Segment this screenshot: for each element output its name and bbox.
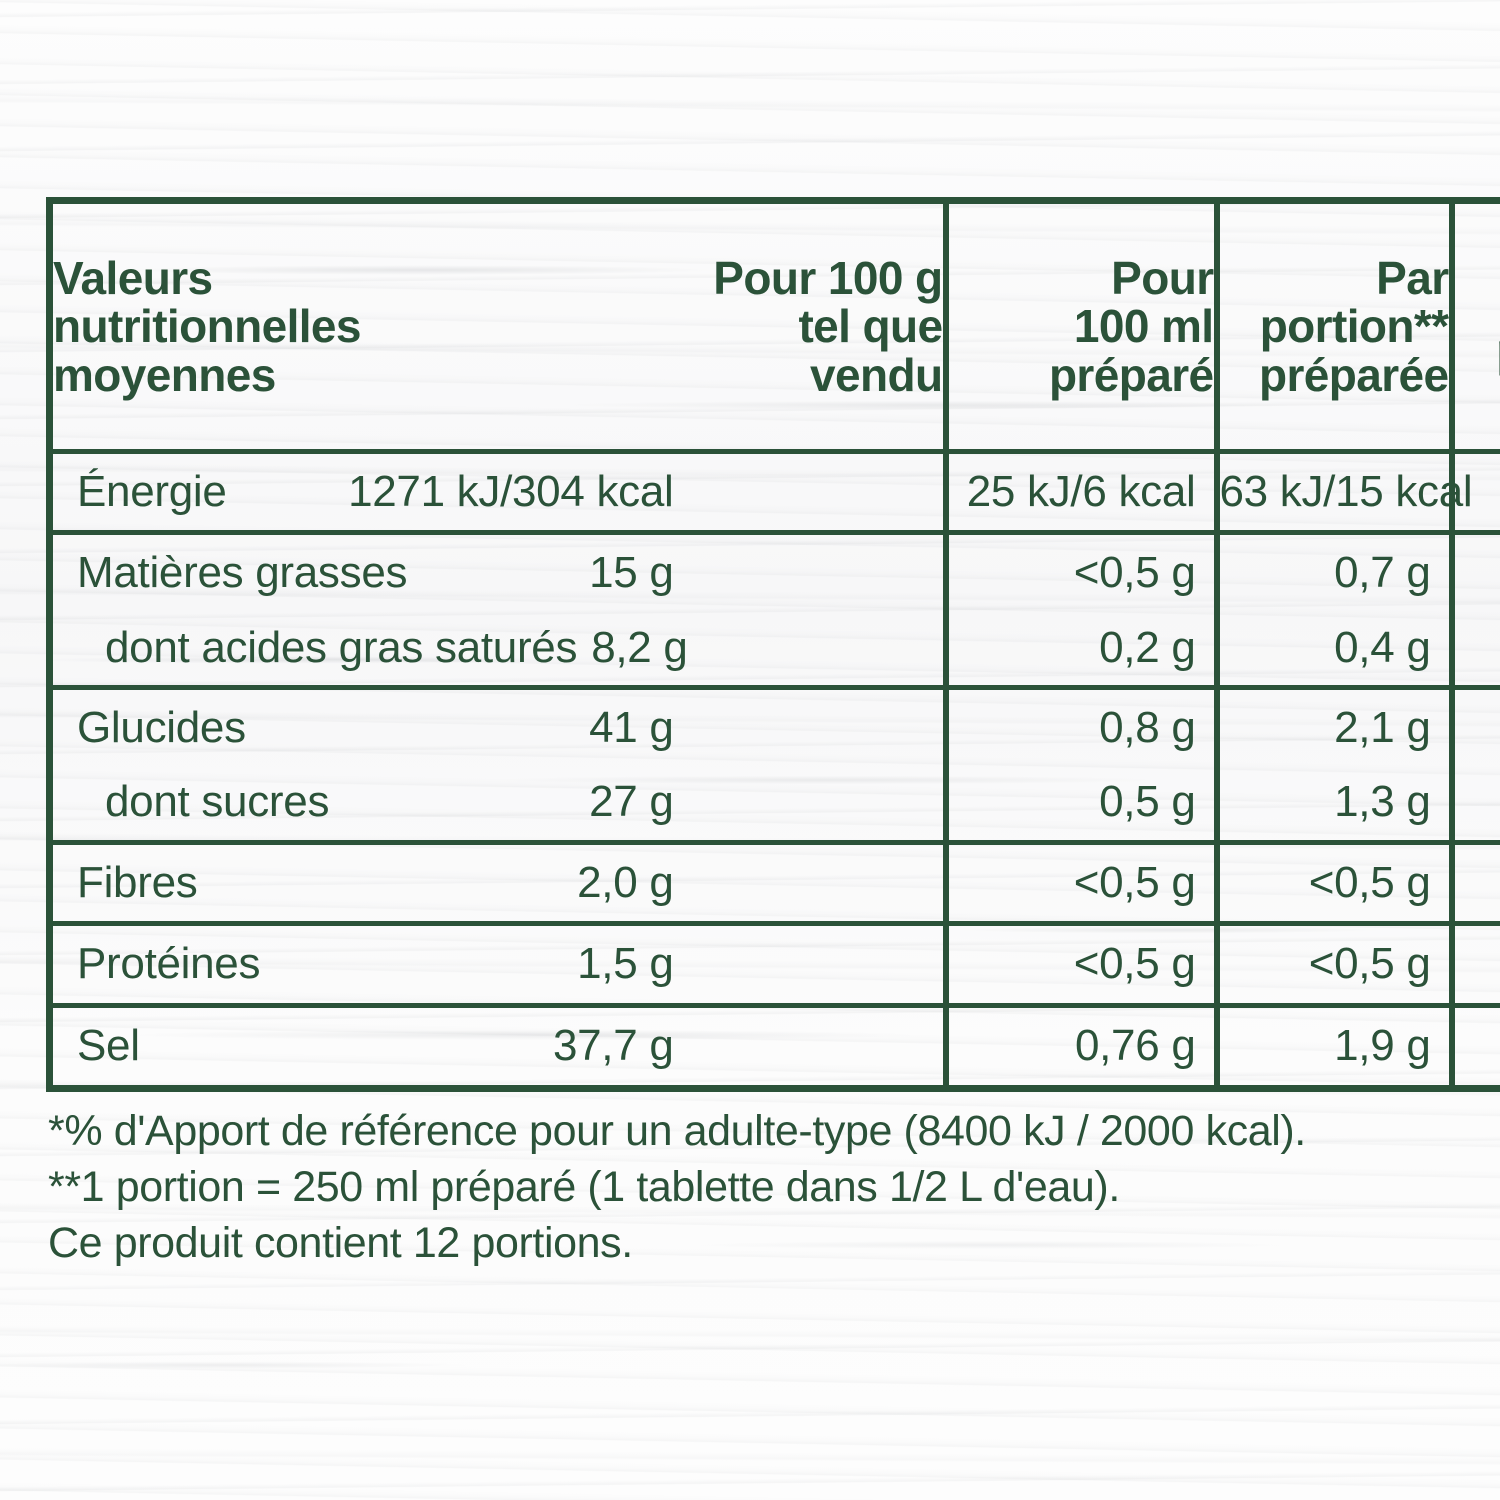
row-value-pct-portion: 1% xyxy=(1448,921,1500,1006)
row-sel-label-value: Sel 37,7 g xyxy=(49,1002,674,1089)
row-label: dont sucres xyxy=(105,777,330,827)
row-value-per-100g: 1271 kJ/304 kcal xyxy=(348,467,674,517)
header-per-100ml-line2: 100 ml xyxy=(1073,300,1214,353)
row-value-per-portion: 63 kJ/15 kcal xyxy=(1213,448,1473,533)
row-value-per-100g: 2,0 g xyxy=(577,858,674,907)
header-per-portion-line2: portion** xyxy=(1259,300,1449,353)
row-value-per-100ml: 0,5 g xyxy=(942,764,1217,843)
row-value-per-100g: 15 g xyxy=(589,547,674,597)
footnote-portions-count: Ce produit contient 12 portions. xyxy=(48,1218,633,1267)
row-value-pct-portion: 1% xyxy=(1448,530,1500,611)
row-value-per-portion: <0,5 g xyxy=(1213,839,1452,924)
row-energie-label-value: Énergie 1271 kJ/304 kcal xyxy=(49,448,674,533)
row-value-per-portion: 2,1 g xyxy=(1213,685,1452,765)
row-label: dont acides gras saturés xyxy=(105,622,578,672)
table-row: Protéines 1,5 g <0,5 g <0,5 g 1% xyxy=(49,921,1500,1006)
header-per-100g-line2: tel que xyxy=(798,300,943,353)
row-spacer xyxy=(673,530,946,611)
header-pct-portion-line1: %* par xyxy=(1455,278,1500,326)
row-value-pct-portion xyxy=(1448,839,1500,924)
footnote-reference-intake: *% d'Apport de référence pour un adulte-… xyxy=(48,1107,1306,1155)
table-row: Matières grasses 15 g <0,5 g 0,7 g 1% xyxy=(49,530,1500,611)
row-value-per-100g: 27 g xyxy=(589,777,674,827)
row-glucides-label-value: Glucides 41 g xyxy=(49,685,674,765)
row-value-per-100g: 41 g xyxy=(589,702,674,752)
row-proteines-label-value: Protéines 1,5 g xyxy=(49,921,674,1006)
header-cell-pct-portion: %* par portion** xyxy=(1448,200,1500,452)
footnote-portion-definition: **1 portion = 250 ml préparé (1 tablette… xyxy=(48,1162,1120,1211)
table-row: Fibres 2,0 g <0,5 g <0,5 g xyxy=(49,839,1500,924)
row-value-per-100ml: 0,76 g xyxy=(942,1002,1217,1089)
row-value-per-100ml: 25 kJ/6 kcal xyxy=(942,448,1217,533)
row-spacer xyxy=(674,610,946,687)
header-label-line3: moyennes xyxy=(53,348,276,401)
row-value-per-portion: 1,3 g xyxy=(1213,764,1452,843)
row-value-per-portion: 0,4 g xyxy=(1213,610,1452,688)
table-row: Sel 37,7 g 0,76 g 1,9 g 32% xyxy=(49,1002,1500,1089)
row-value-per-100ml: <0,5 g xyxy=(942,921,1217,1006)
table-header-row: Valeurs nutritionnelles moyennes Pour 10… xyxy=(50,200,1500,452)
row-spacer xyxy=(673,685,946,765)
row-value-per-portion: 0,7 g xyxy=(1213,530,1452,611)
row-label: Fibres xyxy=(77,858,198,907)
row-value-pct-portion: 1% xyxy=(1448,764,1500,843)
row-value-per-100ml: 0,2 g xyxy=(942,610,1217,688)
header-per-portion-line1: Par xyxy=(1376,252,1449,305)
header-label-line1: Valeurs xyxy=(53,252,213,305)
row-value-per-portion: 1,9 g xyxy=(1213,1002,1452,1089)
header-per-100ml-line3: préparé xyxy=(1048,348,1214,401)
row-value-per-portion: <0,5 g xyxy=(1213,921,1452,1006)
row-value-per-100ml: <0,5 g xyxy=(942,530,1217,611)
row-spacer xyxy=(673,1002,946,1089)
row-label: Matières grasses xyxy=(77,547,408,597)
row-fibres-label-value: Fibres 2,0 g xyxy=(49,839,674,924)
table-row: dont acides gras saturés 8,2 g 0,2 g 0,4… xyxy=(50,610,1500,688)
header-cell-label: Valeurs nutritionnelles moyennes xyxy=(50,201,674,452)
row-value-per-100g: 37,7 g xyxy=(552,1021,674,1071)
row-value-pct-portion: 32% xyxy=(1448,1002,1500,1089)
table-row: Glucides 41 g 0,8 g 2,1 g <1% xyxy=(49,685,1500,765)
header-per-portion-line3: préparée xyxy=(1258,348,1449,401)
header-pct-portion-line2: portion** xyxy=(1455,326,1500,375)
footnotes-block: *% d'Apport de référence pour un adulte-… xyxy=(48,1104,1458,1272)
header-per-100ml-line1: Pour xyxy=(1111,252,1214,305)
row-dont-sucres-label-value: dont sucres 27 g xyxy=(50,765,674,842)
row-label: Sel xyxy=(77,1021,140,1071)
row-spacer xyxy=(673,448,946,533)
row-value-pct-portion: <1% xyxy=(1448,685,1500,765)
header-label-line2: nutritionnelles xyxy=(53,300,362,353)
header-per-100g-line3: vendu xyxy=(810,348,943,401)
row-spacer xyxy=(673,839,946,924)
table-row: Énergie 1271 kJ/304 kcal 25 kJ/6 kcal 63… xyxy=(49,448,1500,533)
row-value-pct-portion: 2% xyxy=(1448,610,1500,688)
row-value-per-100g: 1,5 g xyxy=(577,939,674,989)
header-cell-per-100g: Pour 100 g tel que vendu xyxy=(674,201,946,452)
row-acides-gras-satures-label-value: dont acides gras saturés 8,2 g xyxy=(50,610,688,687)
row-value-per-100g: 8,2 g xyxy=(591,622,688,672)
row-label: Glucides xyxy=(77,702,246,752)
header-per-100g-line1: Pour 100 g xyxy=(713,252,943,305)
header-cell-per-portion: Par portion** préparée xyxy=(1213,200,1452,452)
row-value-per-100ml: 0,8 g xyxy=(942,685,1217,765)
row-label: Protéines xyxy=(77,939,261,989)
header-cell-per-100ml: Pour 100 ml préparé xyxy=(942,200,1217,452)
row-matieres-grasses-label-value: Matières grasses 15 g xyxy=(49,530,674,611)
nutrition-facts-table: Valeurs nutritionnelles moyennes Pour 10… xyxy=(46,197,1500,1092)
row-value-per-100ml: <0,5 g xyxy=(942,839,1217,924)
row-value-pct-portion: <1% xyxy=(1448,448,1500,533)
row-label: Énergie xyxy=(77,467,227,517)
row-spacer xyxy=(673,921,946,1006)
row-spacer xyxy=(674,765,946,842)
table-row: dont sucres 27 g 0,5 g 1,3 g 1% xyxy=(50,764,1500,843)
